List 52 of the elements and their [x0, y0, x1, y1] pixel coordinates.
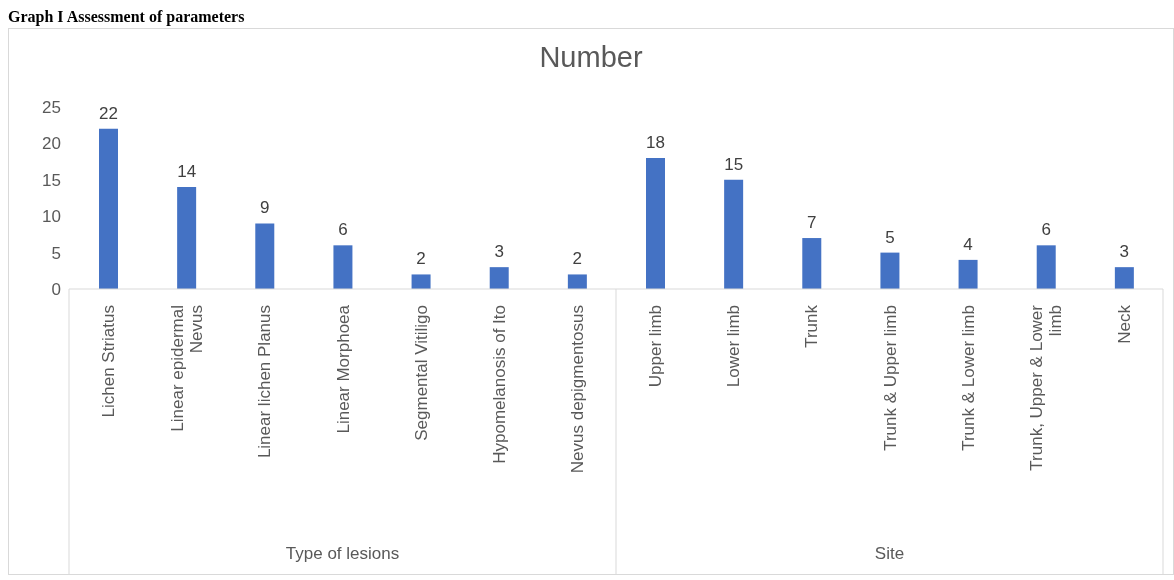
text: Type of lesions: [285, 544, 400, 563]
data-label: 2: [572, 249, 583, 269]
x-tick-label: Trunk: [802, 304, 822, 348]
text: Site: [874, 544, 905, 563]
x-tick-label: Linear Morphoea: [333, 304, 353, 434]
x-tick-label: Trunk & Upper limb: [880, 305, 900, 451]
bar: [99, 128, 118, 289]
data-label: 15: [724, 154, 744, 174]
data-label: 3: [1119, 242, 1130, 262]
data-label: 2: [416, 249, 426, 269]
x-tick-label: Segmental Vitiligo: [411, 305, 431, 441]
y-tick-label: 25: [42, 98, 61, 118]
x-tick-label: Trunk & Lower limb: [958, 305, 978, 451]
chart-title: Number: [538, 41, 644, 74]
bar: [802, 238, 822, 289]
bar: [646, 157, 665, 289]
bar: [880, 252, 900, 289]
y-tick-label: 5: [51, 243, 61, 263]
bar: [958, 259, 978, 289]
x-tick-label: Nevus depigmentosus: [567, 305, 587, 474]
data-label: 7: [807, 213, 817, 233]
x-tick-label: Linear epidermal Nevus: [167, 305, 206, 432]
bar: [1114, 267, 1134, 289]
y-tick-label: 0: [51, 280, 61, 300]
y-tick-label: 10: [42, 207, 61, 227]
x-tick-label: Trunk, Upper & Lower limb: [1027, 304, 1066, 471]
data-label: 3: [494, 242, 504, 262]
bar: [255, 223, 275, 289]
text: Graph I Assessment of parameters: [8, 8, 246, 28]
x-tick-label: Upper limb: [646, 305, 666, 388]
data-label: 4: [963, 234, 973, 254]
x-tick-label: Lower limb: [724, 305, 744, 388]
data-label: 14: [177, 162, 197, 182]
data-label: 5: [885, 227, 895, 247]
x-tick-label: Lichen Striatus: [99, 305, 119, 418]
bar: [724, 179, 744, 289]
bar: [333, 245, 353, 289]
y-tick-label: 20: [42, 134, 61, 154]
x-tick-label: Hypomelanosis of Ito: [489, 305, 509, 464]
bar: [411, 274, 431, 289]
bar: [1036, 245, 1056, 289]
x-tick-label: Neck: [1114, 304, 1134, 344]
data-label: 18: [646, 132, 665, 152]
bar: [177, 187, 197, 289]
data-label: 6: [1041, 220, 1051, 240]
data-label: 6: [338, 220, 348, 240]
bar: [567, 274, 587, 289]
data-label: 9: [260, 198, 270, 218]
bar: [489, 267, 509, 289]
data-label: 22: [99, 103, 118, 123]
y-tick-label: 15: [42, 170, 61, 190]
x-tick-label: Linear lichen Planus: [255, 305, 275, 459]
